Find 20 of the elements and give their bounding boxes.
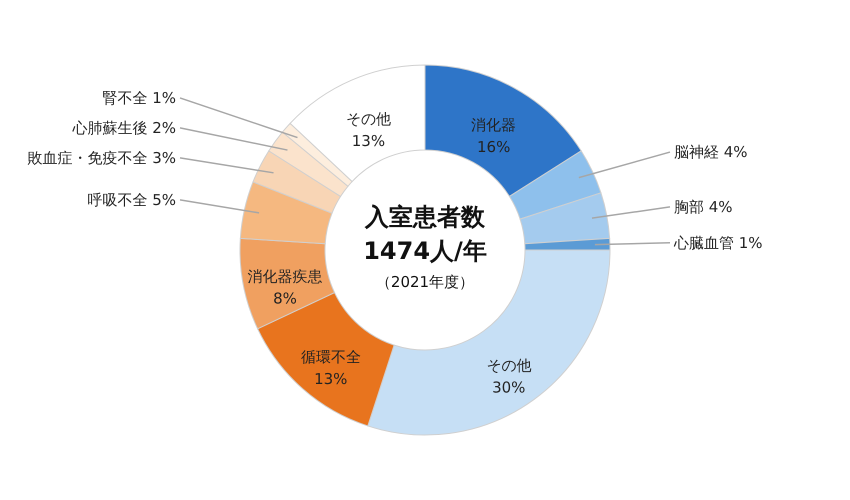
data-label: 8% — [273, 290, 297, 308]
slice-label: 呼吸不全 5% — [87, 190, 176, 209]
slice-label: 敗血症・免疫不全 3% — [27, 148, 176, 167]
data-label: 13% — [352, 132, 386, 150]
slice-label: 心臓血管 1% — [673, 234, 763, 252]
slice-label: その他 — [346, 110, 391, 128]
slice-label: 心肺蘇生後 2% — [71, 118, 176, 137]
data-label: 30% — [492, 378, 526, 396]
text: 1474人/年 — [363, 237, 487, 265]
data-label: 16% — [476, 138, 510, 156]
text: 入室患者数 — [364, 203, 486, 231]
slice-label: 消化器 — [471, 116, 516, 134]
slice-label: 脳神経 4% — [674, 143, 748, 162]
slice-label: 腎不全 1% — [102, 88, 176, 107]
text: （2021年度） — [376, 273, 474, 291]
slice-label: その他 — [486, 356, 532, 374]
slice-label: 循環不全 — [300, 348, 361, 366]
slice-label: 消化器疾患 — [248, 268, 323, 286]
data-label: 13% — [314, 370, 348, 388]
slice-label: 胸部 4% — [674, 198, 733, 216]
